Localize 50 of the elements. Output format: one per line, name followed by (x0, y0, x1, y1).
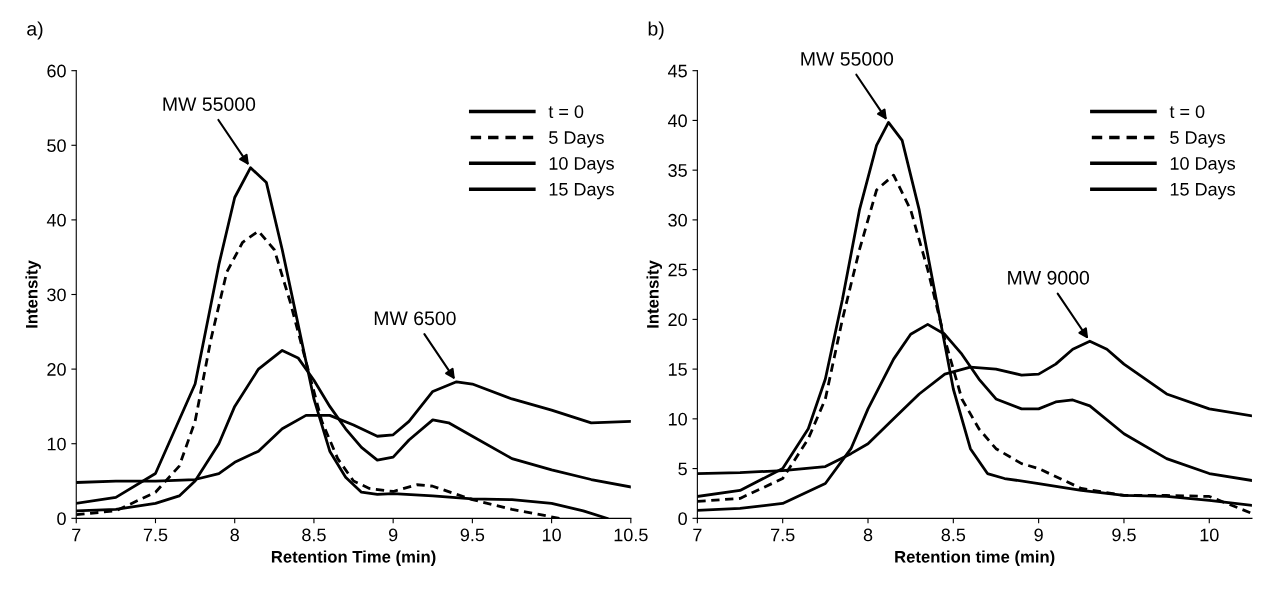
y-tick-label: 30 (668, 213, 687, 227)
x-tick-label: 9.5 (1112, 528, 1136, 542)
y-axis-title: Intensity (25, 260, 41, 328)
y-tick-label: 20 (47, 363, 66, 376)
y-axis-title: Intensity (646, 260, 663, 328)
y-tick-label: 5 (678, 462, 687, 476)
x-tick-label: 8 (230, 528, 239, 542)
x-tick-label: 7.5 (143, 528, 168, 542)
x-tick-label: 9 (388, 528, 398, 542)
y-tick-label: 45 (667, 64, 687, 78)
legend-label: 15 Days (1170, 183, 1236, 200)
legend-label: 10 Days (549, 157, 614, 174)
y-tick-label: 40 (667, 114, 687, 128)
x-tick-label: 7.5 (771, 528, 795, 542)
x-tick-label: 10.5 (614, 528, 648, 542)
y-tick-label: 40 (46, 213, 66, 227)
annotation: MW 6500 (374, 311, 456, 326)
legend-label: 5 Days (1170, 131, 1225, 148)
y-tick-label: 60 (47, 64, 66, 78)
chart-title: a) (27, 21, 43, 40)
y-tick-label: 20 (668, 313, 687, 327)
y-tick-label: 10 (668, 412, 687, 426)
x-tick-label: 9.5 (460, 528, 485, 542)
x-tick-label: 7 (693, 528, 702, 542)
y-tick-label: 35 (668, 164, 687, 177)
legend-label: t = 0 (548, 105, 584, 119)
x-tick-label: 8 (863, 528, 873, 542)
legend-label: 10 Days (1170, 157, 1236, 174)
legend-label: t = 0 (1169, 105, 1205, 119)
x-tick-label: 7 (72, 528, 81, 542)
x-tick-label: 10 (542, 528, 561, 542)
y-tick-label: 50 (47, 139, 66, 153)
y-tick-label: 10 (47, 437, 66, 451)
y-tick-label: 15 (668, 363, 687, 376)
chart-title: b) (648, 21, 664, 40)
y-tick-label: 25 (668, 263, 687, 277)
annotation: MW 55000 (163, 97, 256, 112)
x-tick-label: 9 (1034, 528, 1043, 542)
legend-label: 15 Days (549, 183, 614, 200)
x-tick-label: 10 (1200, 528, 1219, 542)
x-axis-title: Retention Time (min) (271, 550, 436, 566)
x-axis-title: Retention time (min) (895, 550, 1055, 566)
x-tick-label: 8.5 (302, 528, 326, 542)
y-tick-label: 0 (678, 512, 687, 526)
legend-label: 5 Days (549, 131, 604, 148)
y-tick-label: 0 (57, 512, 66, 526)
annotation: MW 9000 (1008, 270, 1090, 285)
annotation: MW 55000 (801, 52, 894, 66)
y-tick-label: 30 (47, 288, 66, 302)
x-tick-label: 8.5 (941, 528, 966, 542)
